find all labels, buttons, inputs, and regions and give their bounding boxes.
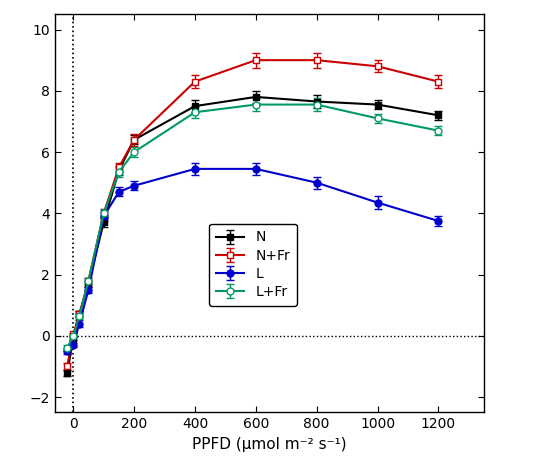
Legend: N, N+Fr, L, L+Fr: N, N+Fr, L, L+Fr bbox=[210, 224, 297, 306]
X-axis label: PPFD (μmol m⁻² s⁻¹): PPFD (μmol m⁻² s⁻¹) bbox=[192, 437, 347, 452]
